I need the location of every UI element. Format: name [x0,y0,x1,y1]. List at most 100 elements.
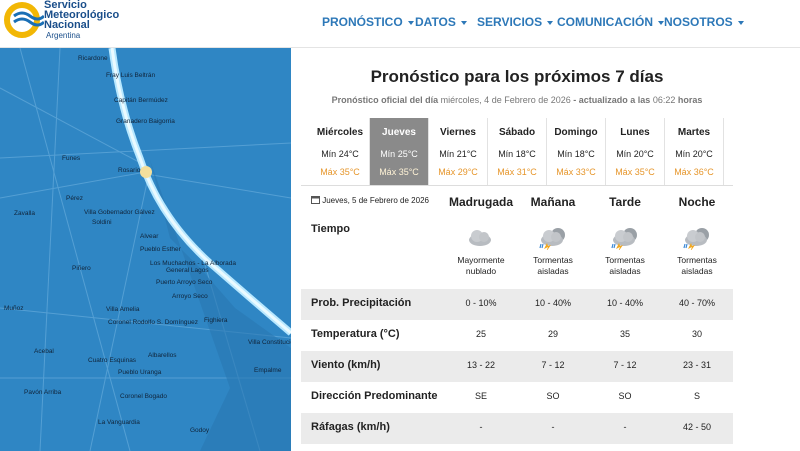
header: Servicio Meteorológico Nacional Argentin… [0,0,800,48]
subtitle-time: 06:22 [652,95,676,105]
subtitle: Pronóstico oficial del día miércoles, 4 … [301,95,733,105]
row-cell: - [623,422,627,432]
day-tab[interactable]: Martes Mín 20°C Máx 36°C [665,118,724,185]
map-label: Albarellos [148,352,177,359]
sky-label: Tiempo [311,223,350,235]
map-label: Villa Constitución [248,339,291,346]
day-tab[interactable]: Viernes Mín 21°C Máx 29°C [429,118,488,185]
nav-item[interactable]: PRONÓSTICO [322,15,414,29]
map-label: Pueblo Esther [140,246,182,253]
day-name: Sábado [498,127,536,138]
row-cell: 35 [619,329,630,339]
day-max: Máx 35°C [615,167,655,177]
day-tab[interactable]: Miércoles Mín 24°C Máx 35°C [311,118,370,185]
day-name: Lunes [620,127,650,138]
map-label: Villa Gobernador Gálvez [84,209,155,216]
day-tab[interactable]: Domingo Mín 18°C Máx 33°C [547,118,606,185]
day-max: Máx 35°C [379,167,419,177]
nav-item[interactable]: DATOS [415,15,467,29]
sky-text: Tormentas aisladas [605,255,645,276]
divider [301,185,733,186]
day-tab[interactable]: Sábado Mín 18°C Máx 31°C [488,118,547,185]
map-label: Rosario [118,167,141,174]
row-cell: 25 [475,329,486,339]
row-label: Dirección Predominante [311,390,438,402]
map-label: General Lagos [166,267,209,274]
day-max: Máx 33°C [556,167,596,177]
subtitle-suffix: horas [677,95,703,105]
map-label: Godoy [190,427,210,434]
column-header: Tarde [609,195,641,209]
row-label: Ráfagas (km/h) [311,421,390,433]
sky-text: Tormentas aisladas [677,255,717,276]
row-label: Temperatura (°C) [311,328,400,340]
row-cell: S [693,391,700,401]
column-header: Mañana [530,195,576,209]
map-label: Puerto Arroyo Seco [156,279,213,286]
weather-icon [683,228,709,250]
map-label: Pavón Arriba [24,389,62,396]
day-tab[interactable]: Jueves Mín 25°C Máx 35°C [370,118,429,185]
map-label: Empalme [254,367,282,374]
map-label: La Vanguardia [98,419,140,426]
row-label: Viento (km/h) [311,359,381,371]
row-cell: - [479,422,483,432]
subtitle-date: miércoles, 4 de Febrero de 2026 [440,95,571,105]
map-label: Coronel Rodolfo S. Domínguez [108,319,198,326]
row-cell: 40 - 70% [678,298,716,308]
map-label: Fighiera [204,317,228,324]
day-name: Miércoles [316,127,364,138]
sky-text: Tormentas aisladas [533,255,573,276]
table-row: Prob. Precipitación 0 - 10% 10 - 40% 10 - 4… [301,289,733,320]
row-cell: 29 [547,329,558,339]
logo-text: Meteorológico [44,9,120,21]
nav-item[interactable]: NOSOTROS [664,15,744,29]
table-date: Jueves, 5 de Febrero de 2026 [311,195,429,205]
map-label: Zavalla [14,210,35,217]
day-name: Martes [677,127,711,138]
map-label: Granadero Baigorria [116,118,175,125]
weather-icon [469,230,491,246]
row-cell: 30 [691,329,702,339]
row-cell: 42 - 50 [682,422,712,432]
day-min: Mín 20°C [616,149,654,159]
nav-item[interactable]: SERVICIOS [477,15,553,29]
logo-icon [4,2,44,38]
nav-item[interactable]: COMUNICACIÓN [557,15,664,29]
map-label: Muñoz [4,305,24,312]
map-label: Fray Luis Beltrán [106,72,156,79]
subtitle-middle: - actualizado a las [573,95,651,105]
map-label: Los Muchachos - La Alborada [150,260,236,267]
row-cell: - [551,422,555,432]
row-cell: SO [546,391,560,401]
map-label: Pueblo Uranga [118,369,162,376]
map-label: Coronel Bogado [120,393,167,400]
day-tab[interactable]: Lunes Mín 20°C Máx 35°C [606,118,665,185]
row-cell: 23 - 31 [682,360,712,370]
map-label: Ricardone [78,55,108,62]
map-label: Pérez [66,195,83,202]
map-label: Capitán Bermúdez [114,97,168,104]
day-min: Mín 18°C [557,149,595,159]
row-cell: 7 - 12 [541,360,565,370]
table-row: Temperatura (°C) 25 29 35 30 [301,320,733,351]
day-min: Mín 21°C [439,149,477,159]
map-label: Arroyo Seco [172,293,208,300]
row-cell: 13 - 22 [466,360,496,370]
table-row: Ráfagas (km/h) - - - 42 - 50 [301,413,733,444]
day-min: Mín 20°C [675,149,713,159]
logo-text: Argentina [46,31,81,40]
map-label: Acebal [34,348,54,355]
day-max: Máx 29°C [438,167,478,177]
row-cell: SE [474,391,487,401]
logo-text: Servicio [44,0,87,11]
day-max: Máx 35°C [320,167,360,177]
weather-icon [611,228,637,250]
column-header: Noche [678,195,716,209]
day-name: Viernes [440,127,476,138]
map-label: Funes [62,155,81,162]
map[interactable]: Ricardone Fray Luis Beltrán Capitán Bermúd… [0,48,291,451]
map-label: Cuatro Esquinas [88,357,137,364]
map-label: Alvear [140,233,159,240]
row-label: Prob. Precipitación [311,297,412,309]
